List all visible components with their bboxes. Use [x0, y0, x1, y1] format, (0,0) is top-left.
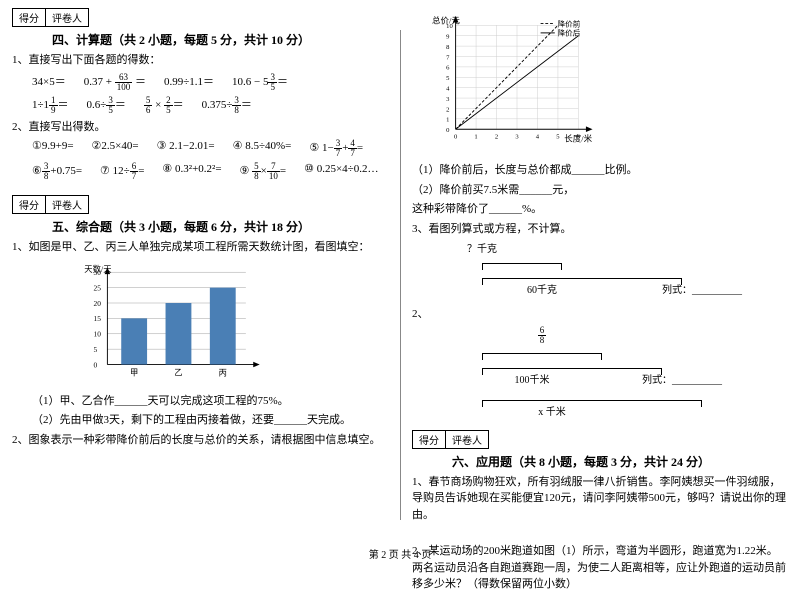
score-box-5: 得分 评卷人 [12, 195, 89, 214]
svg-text:9: 9 [446, 34, 450, 41]
q5-1b: （2）先由甲做3天，剩下的工程由丙接着做，还要______天完成。 [12, 412, 388, 429]
svg-text:3: 3 [515, 134, 519, 141]
svg-text:0: 0 [454, 134, 458, 141]
svg-text:2: 2 [446, 106, 449, 113]
eq: 0.375÷38＝ [202, 96, 252, 115]
svg-text:丙: 丙 [219, 368, 227, 377]
score-box-6: 得分 评卷人 [412, 430, 489, 449]
section-4-title: 四、计算题（共 2 小题，每题 5 分，共计 10 分） [52, 31, 388, 48]
lieshi2: 列式：__________ [642, 371, 722, 386]
eq: ⑥38+0.75= [32, 162, 82, 181]
lieshi1: 列式：__________ [662, 281, 742, 296]
q4-2-row1: ①9.9+9= ②2.5×40= ③ 2.1−2.01= ④ 8.5÷40%= … [12, 139, 388, 158]
eq: ①9.9+9= [32, 139, 74, 158]
bar-chart: 天数/天 051015202530 甲乙丙 [72, 263, 272, 383]
eq: ④ 8.5÷40%= [233, 139, 292, 158]
svg-text:10: 10 [446, 23, 453, 30]
score-label: 得分 [13, 196, 46, 213]
page-footer: 第 2 页 共 4 页 [0, 546, 800, 561]
d2-bot: x 千米 [442, 403, 662, 418]
eq: 10.6 − 535＝ [232, 73, 288, 92]
svg-text:0: 0 [446, 127, 450, 134]
q5-3: 3、看图列算式或方程，不计算。 [412, 221, 788, 238]
eq: ③ 2.1−2.01= [157, 139, 215, 158]
eq: ⑤ 1−37+47= [309, 139, 363, 158]
svg-text:4: 4 [446, 86, 450, 93]
line-chart: 总价/元 长度/米 012345678910 0123456 降价前 降价后 [432, 12, 602, 152]
q5-1a: （1）甲、乙合作______天可以完成这项工程的75%。 [12, 393, 388, 410]
score-label: 得分 [13, 9, 46, 26]
score-box-4: 得分 评卷人 [12, 8, 89, 27]
eq: ⑦ 12÷67= [100, 162, 144, 181]
r3: 这种彩带降价了______%。 [412, 201, 788, 218]
q4-2: 2、直接写出得数。 [12, 119, 388, 136]
svg-text:4: 4 [536, 134, 540, 141]
q6-1: 1、春节商场购物狂欢，所有羽绒服一律八折销售。李阿姨想买一件羽绒服，导购员告诉她… [412, 474, 788, 524]
svg-text:25: 25 [94, 283, 102, 292]
eq: 0.99÷1.1＝ [164, 73, 214, 92]
svg-text:5: 5 [446, 75, 450, 82]
svg-text:5: 5 [556, 134, 560, 141]
r1: （1）降价前后，长度与总价都成______比例。 [412, 162, 788, 179]
eq: 34×5＝ [32, 73, 66, 92]
d2-mid: 100千米 [442, 371, 622, 386]
q4-1-row2: 1÷119＝ 0.6÷35＝ 56 × 25＝ 0.375÷38＝ [12, 96, 388, 115]
section-5-title: 五、综合题（共 3 小题，每题 6 分，共计 18 分） [52, 218, 388, 235]
q5-1: 1、如图是甲、乙、丙三人单独完成某项工程所需天数统计图，看图填空： [12, 239, 388, 256]
eq: 56 × 25＝ [144, 96, 184, 115]
svg-text:甲: 甲 [130, 368, 138, 377]
grader-label: 评卷人 [46, 9, 88, 26]
d1-top: ？千克 [442, 240, 522, 255]
svg-text:15: 15 [94, 314, 102, 323]
eq: 1÷119＝ [32, 96, 69, 115]
eq: 0.6÷35＝ [87, 96, 126, 115]
svg-text:1: 1 [446, 117, 449, 124]
q4-2-row2: ⑥38+0.75= ⑦ 12÷67= ⑧ 0.3²+0.2²= ⑨ 58×710… [12, 162, 388, 181]
svg-text:乙: 乙 [174, 368, 182, 377]
svg-text:10: 10 [94, 329, 102, 338]
svg-text:降价后: 降价后 [558, 28, 581, 38]
svg-text:8: 8 [446, 44, 450, 51]
d1-bot: 60千克 [442, 281, 642, 296]
svg-text:降价前: 降价前 [558, 18, 581, 28]
svg-text:3: 3 [446, 96, 450, 103]
svg-text:5: 5 [94, 344, 98, 353]
svg-text:0: 0 [94, 360, 98, 369]
q4-1-row1: 34×5＝ 0.37 + 63100 ＝ 0.99÷1.1＝ 10.6 − 53… [12, 73, 388, 92]
d2-num: 2、 [412, 306, 788, 323]
svg-text:7: 7 [446, 54, 450, 61]
svg-text:1: 1 [474, 134, 477, 141]
column-divider [400, 30, 401, 520]
eq: ②2.5×40= [92, 139, 139, 158]
section-6-title: 六、应用题（共 8 小题，每题 3 分，共计 24 分） [452, 453, 788, 470]
svg-text:20: 20 [94, 298, 102, 307]
eq: ⑩ 0.25×4÷0.2… [304, 162, 378, 181]
r2: （2）降价前买7.5米需______元， [412, 182, 788, 199]
eq: ⑧ 0.3²+0.2²= [162, 162, 221, 181]
grader-label: 评卷人 [46, 196, 88, 213]
grader-label: 评卷人 [446, 431, 488, 448]
score-label: 得分 [413, 431, 446, 448]
eq: 0.37 + 63100 ＝ [84, 73, 146, 92]
q4-1: 1、直接写出下面各题的得数： [12, 52, 388, 69]
eq: ⑨ 58×710= [240, 162, 287, 181]
svg-text:2: 2 [495, 134, 498, 141]
q5-2: 2、图象表示一种彩带降价前后的长度与总价的关系，请根据图中信息填空。 [12, 432, 388, 449]
svg-text:6: 6 [446, 65, 450, 72]
svg-text:30: 30 [94, 268, 102, 277]
